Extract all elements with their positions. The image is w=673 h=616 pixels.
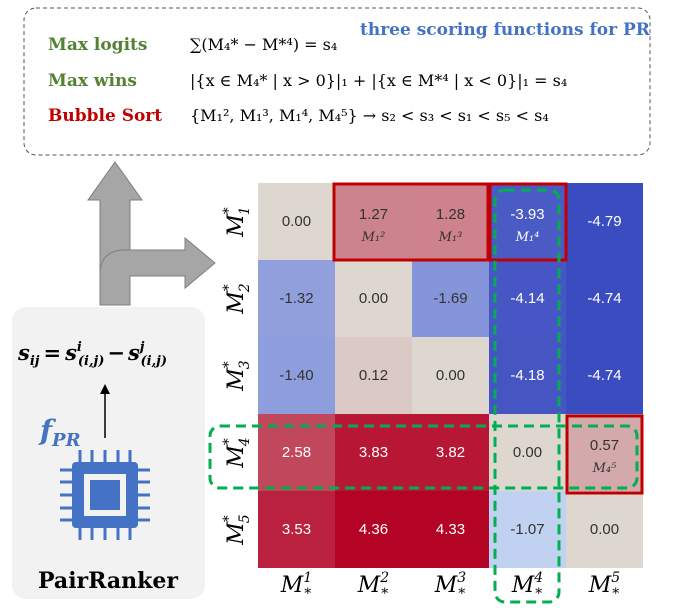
highlight-box	[332, 182, 490, 262]
cell-value: -4.74	[587, 367, 621, 384]
heatmap-cell	[258, 260, 335, 337]
pairranker-box	[12, 307, 205, 599]
arrow-head	[100, 384, 110, 394]
score-name: Max wins	[48, 71, 137, 91]
heatmap-cell	[412, 183, 489, 260]
highlight-box	[488, 182, 568, 262]
cell-value: -1.32	[279, 290, 313, 307]
heatmap-cell	[412, 260, 489, 337]
cell-value: -4.14	[510, 290, 544, 307]
score-formula: {M₁², M₁³, M₁⁴, M₄⁵} → s₂ < s₃ < s₁ < s₅…	[190, 106, 549, 125]
axis-label: M*2	[221, 283, 253, 315]
heatmap-cell	[412, 337, 489, 414]
arrow-right	[99, 236, 216, 306]
model-name: PairRanker	[38, 568, 178, 594]
heatmap-cell	[489, 183, 566, 260]
cell-value: 0.57	[590, 437, 619, 454]
cell-value: 0.00	[359, 290, 388, 307]
axis-label: M*5	[221, 514, 253, 546]
cell-value: -4.79	[587, 213, 621, 230]
axis-label: M*3	[221, 360, 253, 392]
heatmap-cell	[258, 337, 335, 414]
cell-value: 2.58	[282, 444, 311, 461]
scoring-title: three scoring functions for PR	[360, 20, 651, 40]
cell-value: 0.00	[436, 367, 465, 384]
chip-icon	[60, 450, 150, 540]
cell-value: -4.18	[510, 367, 544, 384]
score-name: Max logits	[48, 35, 147, 55]
heatmap-cell	[566, 337, 643, 414]
heatmap-cell	[566, 260, 643, 337]
cell-value: 0.00	[282, 213, 311, 230]
cell-value: 4.36	[359, 521, 388, 538]
heatmap-cell	[412, 491, 489, 568]
axis-label: M4 *	[511, 570, 543, 602]
axis-label: M5 *	[588, 570, 621, 602]
cell-value: 1.28	[436, 206, 465, 223]
cell-value: -1.07	[510, 521, 544, 538]
heatmap-cell	[566, 491, 643, 568]
cell-value: -4.74	[587, 290, 621, 307]
heatmap-cell	[489, 491, 566, 568]
cell-note: M₄⁵	[592, 461, 618, 476]
axis-label: M*4	[221, 437, 253, 468]
heatmap-cell	[258, 183, 335, 260]
cell-value: -1.69	[433, 290, 467, 307]
heatmap-cell	[489, 337, 566, 414]
axis-label: M2 *	[357, 570, 390, 602]
heatmap-cell	[335, 260, 412, 337]
axis-label: M*1	[221, 206, 253, 237]
heatmap-cell	[335, 337, 412, 414]
pair-formula: sij = si (i,j) − sj (i,j)	[17, 340, 167, 369]
axis-label: M1 *	[280, 570, 312, 602]
heatmap-cell	[489, 260, 566, 337]
cell-value: -1.40	[279, 367, 313, 384]
cell-value: 4.33	[436, 521, 465, 538]
scoring-box	[23, 7, 651, 156]
highlight-box	[565, 414, 644, 495]
cell-value: 1.27	[359, 206, 388, 223]
score-name: Bubble Sort	[48, 106, 162, 126]
cell-note: M₁⁴	[515, 230, 540, 245]
heatmap-cell	[335, 183, 412, 260]
cell-value: 3.82	[436, 444, 465, 461]
heatmap-cell	[566, 183, 643, 260]
score-formula: |{x ∈ M₄* | x > 0}|₁ + |{x ∈ M*⁴ | x < 0…	[190, 71, 567, 90]
cell-value: -3.93	[510, 206, 544, 223]
cell-value: 3.83	[359, 444, 388, 461]
cell-value: 0.00	[590, 521, 619, 538]
cell-value: 3.53	[282, 521, 311, 538]
score-formula: ∑(M₄* − M*⁴) = s₄	[190, 35, 337, 54]
axis-label: M3 *	[434, 570, 467, 602]
cell-note: M₁²	[361, 230, 386, 245]
heatmap-cell	[335, 491, 412, 568]
cell-value: 0.12	[359, 367, 388, 384]
cell-value: 0.00	[513, 444, 542, 461]
heatmap-cell	[258, 491, 335, 568]
focus-column	[493, 188, 561, 604]
cell-note: M₁³	[438, 230, 463, 245]
